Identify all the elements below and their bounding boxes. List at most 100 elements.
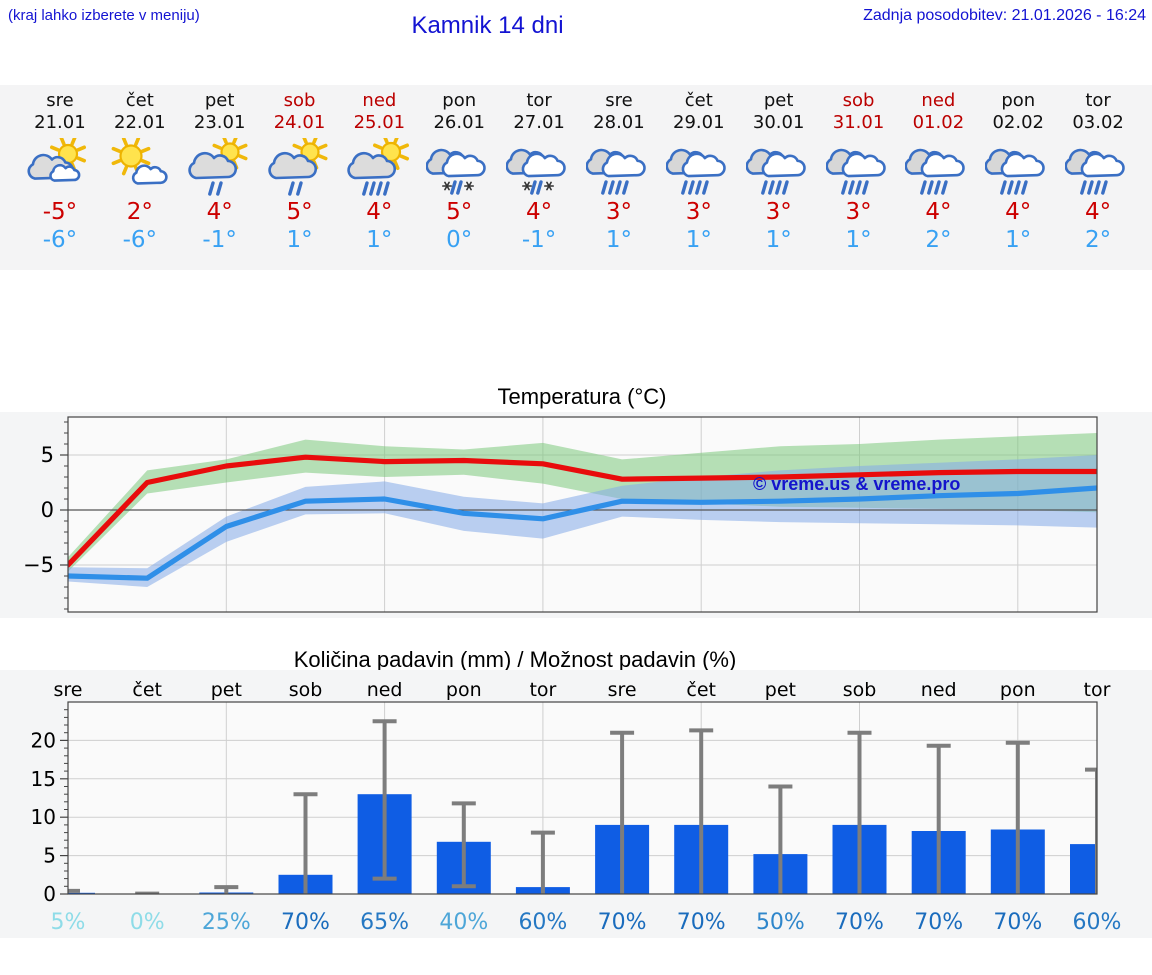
day-name: čet xyxy=(684,90,713,111)
precip-whisker xyxy=(451,801,476,889)
weather-icon-cell xyxy=(898,136,978,198)
cloud-rain-icon xyxy=(745,148,806,195)
cloud-rain-icon xyxy=(1065,148,1125,195)
day-name: pet xyxy=(204,90,235,111)
precip-bar xyxy=(1070,844,1097,894)
forecast-day: tor 03.02 4° 2° xyxy=(1058,85,1138,270)
sun-cloud-icon xyxy=(27,138,86,182)
precip-day-label: sre xyxy=(54,679,83,701)
precip-day-label: sob xyxy=(843,679,877,701)
day-date: 27.01 xyxy=(513,112,565,133)
precip-day-label: pon xyxy=(446,679,482,701)
day-date: 28.01 xyxy=(593,112,645,133)
day-date: 22.01 xyxy=(114,112,166,133)
precip-percent: 70% xyxy=(281,910,330,935)
weather-icon-cell xyxy=(659,136,739,198)
low-temp: -1° xyxy=(202,227,237,253)
forecast-day: sob 24.01 5° 1° xyxy=(260,85,340,270)
day-name: ned xyxy=(921,90,956,111)
day-date: 01.02 xyxy=(912,112,965,133)
day-name: sre xyxy=(605,90,633,111)
precip-whisker xyxy=(689,728,714,894)
precip-percent: 70% xyxy=(598,910,647,935)
precip-y-tick: 10 xyxy=(31,805,56,829)
precip-whisker xyxy=(847,730,872,894)
precip-percent: 65% xyxy=(360,910,409,935)
precip-day-label: čet xyxy=(132,679,162,701)
precip-whisker xyxy=(530,830,555,894)
precip-day-label: ned xyxy=(921,679,957,701)
precip-whisker xyxy=(293,792,318,894)
high-temp: 3° xyxy=(685,199,712,225)
precip-percent: 50% xyxy=(756,910,805,935)
sun-cloud-rain2-icon xyxy=(187,138,248,196)
precip-whisker xyxy=(768,784,793,894)
precip-whisker xyxy=(610,730,635,894)
last-updated: Zadnja posodobitev: 21.01.2026 - 16:24 xyxy=(863,7,1146,24)
forecast-day: ned 25.01 4° 1° xyxy=(339,85,419,270)
watermark: © vreme.us & vreme.pro xyxy=(753,474,960,494)
weather-icon-cell xyxy=(419,136,499,198)
cloud-sleet-icon xyxy=(506,148,566,195)
day-date: 21.01 xyxy=(34,112,86,133)
high-temp: 4° xyxy=(925,199,952,225)
cloud-sun-icon xyxy=(111,138,168,185)
day-date: 24.01 xyxy=(273,112,326,133)
high-temp: 5° xyxy=(446,199,473,225)
day-date: 30.01 xyxy=(752,112,805,133)
precip-percent: 5% xyxy=(51,910,86,935)
page-title: Kamnik 14 dni xyxy=(411,12,564,39)
temp-y-tick: −5 xyxy=(23,553,54,577)
day-name: pon xyxy=(442,90,477,111)
low-temp: 1° xyxy=(685,227,712,253)
precip-percent: 70% xyxy=(914,910,963,935)
forecast-day: sre 21.01 -5° -6° xyxy=(20,85,100,270)
high-temp: -5° xyxy=(42,199,78,225)
precipitation-chart-svg: sre čet pet sob ned pon tor sre čet pet sob ned pon t… xyxy=(0,670,1152,938)
precip-whisker xyxy=(1005,740,1030,894)
weather-icon-cell xyxy=(1058,136,1138,198)
precip-day-label: pet xyxy=(211,679,242,701)
cloud-rain-icon xyxy=(905,148,966,195)
forecast-day: ned 01.02 4° 2° xyxy=(898,85,978,270)
high-temp: 5° xyxy=(286,199,313,225)
location-hint: (kraj lahko izberete v meniju) xyxy=(8,7,200,24)
cloud-sleet-icon xyxy=(426,148,486,195)
forecast-day: sre 28.01 3° 1° xyxy=(579,85,659,270)
precip-whisker xyxy=(372,719,397,881)
temperature-chart-svg: © vreme.us & vreme.pro −5 0 5 xyxy=(0,412,1152,618)
high-temp: 3° xyxy=(765,199,792,225)
precip-percent: 25% xyxy=(202,910,251,935)
sun-cloud-rain3-icon xyxy=(347,138,410,196)
day-name: pet xyxy=(763,90,794,111)
low-temp: -1° xyxy=(521,227,557,253)
weather-icon-cell xyxy=(819,136,899,198)
forecast-strip: sre 21.01 -5° -6° čet 22.01 2° -6° pet 23.01 4° -1°… xyxy=(0,85,1152,270)
precip-whisker xyxy=(926,743,951,894)
day-name: pon xyxy=(1001,90,1036,111)
low-temp: 1° xyxy=(605,227,633,253)
weather-icon-cell xyxy=(978,136,1058,198)
low-temp: 1° xyxy=(765,227,792,253)
forecast-day: čet 29.01 3° 1° xyxy=(659,85,739,270)
forecast-day: čet 22.01 2° -6° xyxy=(100,85,180,270)
forecast-day: pon 26.01 5° 0° xyxy=(419,85,499,270)
precip-day-label: ned xyxy=(367,679,403,701)
low-temp: 2° xyxy=(925,227,952,253)
low-temp: 2° xyxy=(1085,227,1112,253)
high-temp: 4° xyxy=(206,199,233,225)
precip-percent: 70% xyxy=(677,910,726,935)
day-name: tor xyxy=(526,90,552,111)
low-temp: 0° xyxy=(446,227,473,253)
weather-icon-cell xyxy=(339,136,419,198)
precip-day-label: tor xyxy=(1084,679,1111,701)
precip-whisker xyxy=(1085,767,1097,894)
cloud-rain-icon xyxy=(825,148,886,195)
precip-percent: 60% xyxy=(1073,910,1122,935)
precip-y-tick: 5 xyxy=(43,844,56,868)
high-temp: 2° xyxy=(126,199,153,225)
max-temperature-line xyxy=(68,454,1097,568)
precip-chart-title: Količina padavin (mm) / Možnost padavin … xyxy=(293,647,737,672)
weather-icon-cell xyxy=(579,136,659,198)
precip-percent: 40% xyxy=(439,910,488,935)
